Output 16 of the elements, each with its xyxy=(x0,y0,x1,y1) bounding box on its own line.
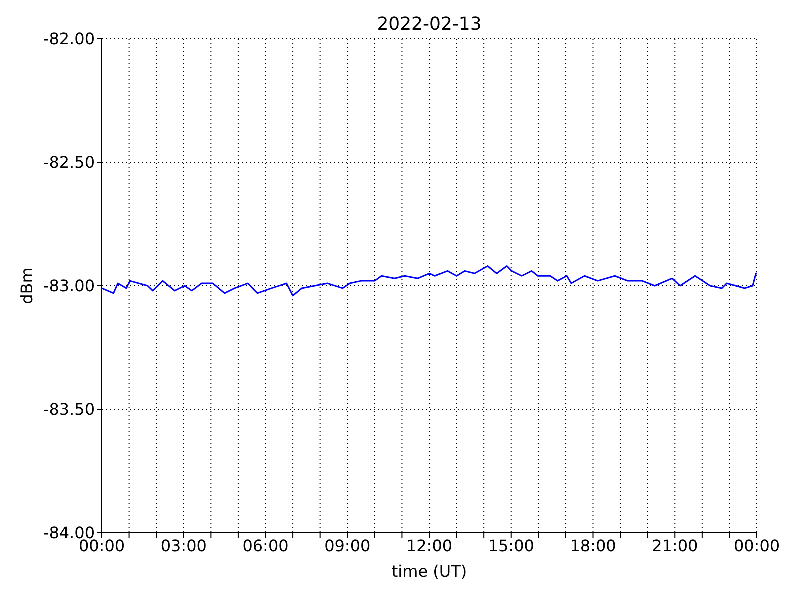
x-tick-label: 03:00 xyxy=(160,536,207,556)
x-tick-label: 18:00 xyxy=(570,536,616,556)
x-tick-label: 21:00 xyxy=(652,536,698,556)
x-tick-label: 15:00 xyxy=(488,536,534,556)
x-tick-label: 12:00 xyxy=(406,536,453,556)
line-series xyxy=(102,265,757,297)
y-axis-title: dBm xyxy=(18,268,36,304)
x-tick-label: 09:00 xyxy=(324,536,371,556)
y-tick-label: -83.50 xyxy=(43,400,95,420)
y-tick-label: -82.00 xyxy=(43,30,95,49)
x-tick-label: 00:00 xyxy=(734,536,780,556)
x-tick-label: 06:00 xyxy=(242,536,289,556)
x-axis-title: time (UT) xyxy=(390,562,468,581)
y-tick-label: -82.50 xyxy=(43,153,95,172)
y-tick-label: -83.00 xyxy=(43,276,95,296)
chart-title: 2022-02-13 xyxy=(376,14,483,35)
